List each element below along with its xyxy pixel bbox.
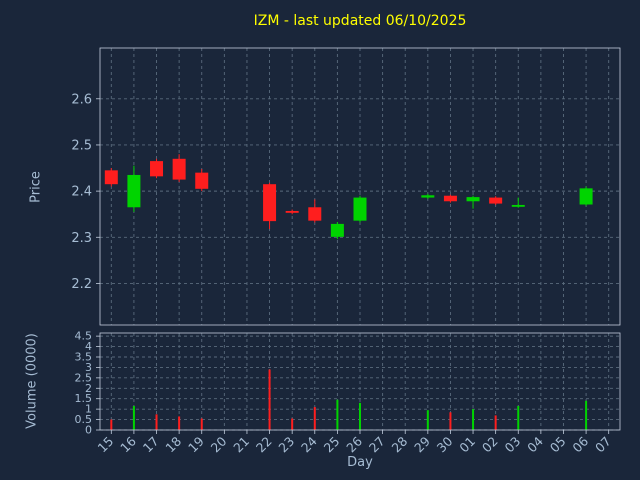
svg-text:03: 03 (502, 434, 524, 456)
svg-text:20: 20 (208, 433, 230, 455)
svg-text:05: 05 (547, 434, 569, 456)
svg-text:21: 21 (230, 434, 252, 456)
svg-text:2.2: 2.2 (71, 277, 92, 292)
svg-text:2.5: 2.5 (75, 371, 93, 384)
svg-text:04: 04 (524, 433, 546, 455)
svg-text:19: 19 (185, 433, 207, 455)
svg-text:02: 02 (479, 434, 501, 456)
svg-text:24: 24 (298, 433, 320, 455)
svg-text:2.6: 2.6 (71, 92, 92, 107)
svg-text:4.5: 4.5 (75, 330, 93, 343)
svg-text:23: 23 (275, 434, 297, 456)
svg-text:1.5: 1.5 (75, 392, 93, 405)
svg-text:0.5: 0.5 (75, 413, 93, 426)
svg-text:3: 3 (85, 361, 92, 374)
svg-text:27: 27 (366, 434, 388, 456)
svg-text:25: 25 (321, 434, 343, 456)
svg-text:1: 1 (85, 403, 92, 416)
svg-text:3.5: 3.5 (75, 350, 93, 363)
svg-text:4: 4 (85, 340, 92, 353)
x-axis-label: Day (347, 455, 373, 470)
svg-text:2: 2 (85, 382, 92, 395)
svg-text:2.3: 2.3 (71, 231, 92, 246)
svg-text:17: 17 (140, 434, 162, 456)
svg-text:29: 29 (411, 433, 433, 455)
svg-text:30: 30 (434, 433, 456, 455)
svg-text:01: 01 (456, 434, 478, 456)
svg-text:16: 16 (117, 433, 139, 455)
svg-text:06: 06 (569, 433, 591, 455)
svg-text:2.4: 2.4 (71, 185, 92, 200)
svg-text:15: 15 (95, 434, 117, 456)
svg-text:2.5: 2.5 (71, 138, 92, 153)
svg-text:22: 22 (253, 434, 275, 456)
chart-title: IZM - last updated 06/10/2025 (253, 13, 467, 29)
svg-text:28: 28 (388, 433, 410, 455)
svg-text:26: 26 (343, 433, 365, 455)
svg-text:0: 0 (85, 424, 92, 437)
svg-text:18: 18 (162, 433, 184, 455)
svg-text:07: 07 (592, 434, 614, 456)
